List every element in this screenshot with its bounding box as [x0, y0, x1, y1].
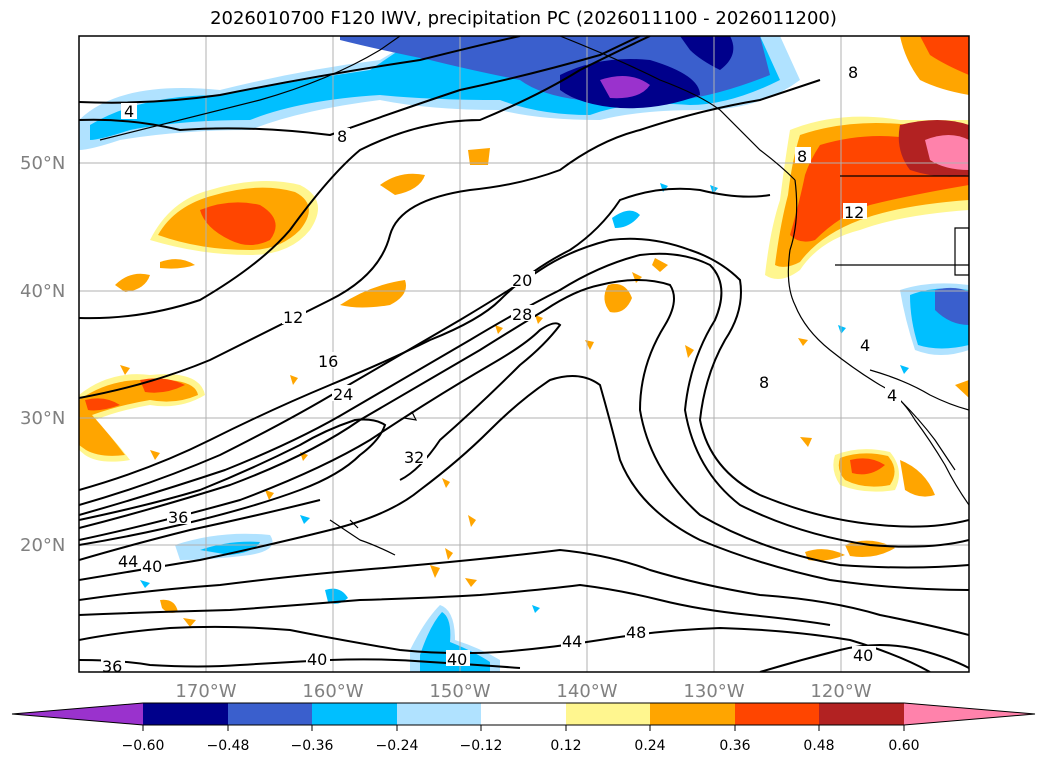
contour-label: 36 [168, 508, 188, 527]
contour-label: 24 [333, 385, 353, 404]
contour-label: 4 [124, 102, 134, 121]
colorbar-tick: 0.36 [719, 738, 750, 754]
latitude-axis: 50°N 40°N 30°N 20°N [20, 153, 65, 556]
contour-label: 12 [844, 203, 864, 222]
colorbar-segment [143, 703, 228, 725]
colorbar-tick: −0.36 [291, 738, 334, 754]
contour-label: 48 [626, 623, 646, 642]
contour-label: 40 [853, 646, 873, 665]
contour-labels: 4 8 12 16 20 24 28 32 36 40 44 48 36 [101, 63, 901, 676]
colorbar-tick: 0.12 [550, 738, 581, 754]
longitude-axis: 170°W 160°W 150°W 140°W 130°W 120°W [175, 681, 871, 702]
contour-label: 4 [887, 386, 897, 405]
lat-label: 30°N [20, 408, 65, 429]
colorbar-segment [228, 703, 312, 725]
lon-label: 170°W [175, 681, 236, 702]
gridlines [79, 36, 969, 672]
colorbar-tick: −0.60 [122, 738, 165, 754]
contour-label: 16 [318, 352, 338, 371]
colorbar-segment [735, 703, 819, 725]
lon-label: 160°W [302, 681, 363, 702]
colorbar-segment [819, 703, 904, 725]
colorbar-tick: 0.48 [803, 738, 834, 754]
colorbar-segment [566, 703, 650, 725]
coastlines [99, 36, 969, 556]
colorbar-tick: −0.24 [376, 738, 419, 754]
colorbar-tick: 0.60 [888, 738, 919, 754]
iwv-contours [79, 36, 969, 672]
colorbar-tick: −0.12 [460, 738, 503, 754]
colorbar-segment [397, 703, 481, 725]
contour-label: 20 [512, 271, 532, 290]
colorbar-segment [650, 703, 735, 725]
colorbar-extend-left [12, 703, 143, 725]
contour-label: 8 [797, 147, 807, 166]
precipitation-shading [79, 36, 969, 672]
colorbar: −0.60 −0.48 −0.36 −0.24 −0.12 0.12 0.24 … [11, 702, 1036, 754]
contour-label: 28 [512, 305, 532, 324]
contour-label: 8 [337, 127, 347, 146]
lon-label: 150°W [429, 681, 490, 702]
colorbar-extend-right [904, 703, 1035, 725]
colorbar-tick: 0.24 [634, 738, 665, 754]
colorbar-segment [312, 703, 397, 725]
lat-label: 40°N [20, 281, 65, 302]
contour-label: 40 [307, 650, 327, 669]
lat-label: 50°N [20, 153, 65, 174]
lon-label: 120°W [810, 681, 871, 702]
map-frame [78, 35, 970, 673]
plot-area: 4 8 12 16 20 24 28 32 36 40 44 48 36 [79, 36, 969, 676]
lon-label: 130°W [683, 681, 744, 702]
contour-label: 44 [562, 632, 582, 651]
contour-label: 32 [404, 448, 424, 467]
contour-label: 44 [118, 552, 138, 571]
contour-label: 8 [848, 63, 858, 82]
contour-label: 40 [142, 557, 162, 576]
contour-label: 36 [102, 657, 122, 676]
colorbar-tick: −0.48 [207, 738, 250, 754]
contour-label: 4 [860, 336, 870, 355]
contour-label: 12 [283, 308, 303, 327]
colorbar-segment [481, 703, 566, 725]
contour-label: 8 [759, 373, 769, 392]
lon-label: 140°W [556, 681, 617, 702]
lat-label: 20°N [20, 535, 65, 556]
map-title: 2026010700 F120 IWV, precipitation PC (2… [210, 8, 837, 29]
contour-label: 40 [447, 650, 467, 669]
